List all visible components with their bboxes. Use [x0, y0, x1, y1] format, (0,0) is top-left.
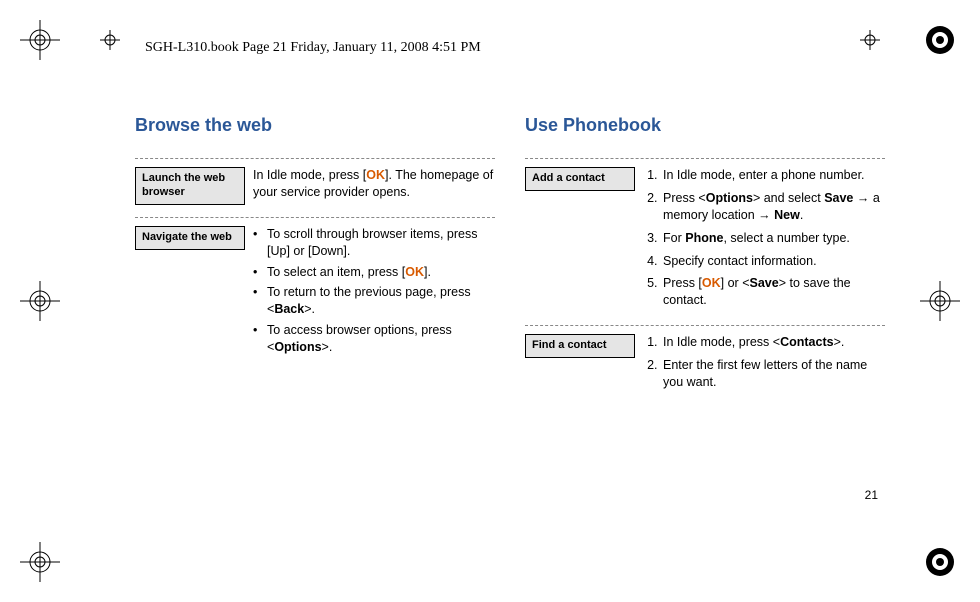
list-item: Press <Options> and select Save → a memo… — [661, 190, 885, 224]
content-add-contact: In Idle mode, enter a phone number. Pres… — [643, 167, 885, 315]
label-navigate-web: Navigate the web — [135, 226, 245, 250]
crop-mark-icon — [860, 30, 880, 55]
list-item: In Idle mode, enter a phone number. — [661, 167, 885, 184]
label-find-contact: Find a contact — [525, 334, 635, 358]
list-item: Specify contact information. — [661, 253, 885, 270]
list-item: To access browser options, press <Option… — [253, 322, 495, 356]
section-find-contact: Find a contact In Idle mode, press <Cont… — [525, 334, 885, 397]
registration-mark-icon — [920, 20, 960, 60]
registration-mark-icon — [20, 542, 60, 582]
list-item: Press [OK] or <Save> to save the contact… — [661, 275, 885, 309]
crop-mark-icon — [100, 30, 120, 55]
label-launch-browser: Launch the web browser — [135, 167, 245, 205]
numbered-list: In Idle mode, press <Contacts>. Enter th… — [643, 334, 885, 391]
list-item: Enter the first few letters of the name … — [661, 357, 885, 391]
list-item: For Phone, select a number type. — [661, 230, 885, 247]
page-number: 21 — [865, 488, 878, 502]
right-column: Use Phonebook Add a contact In Idle mode… — [525, 115, 885, 532]
document-header: SGH-L310.book Page 21 Friday, January 11… — [145, 40, 481, 56]
bullet-list: To scroll through browser items, press [… — [253, 226, 495, 356]
registration-mark-icon — [20, 281, 60, 321]
heading-browse-web: Browse the web — [135, 115, 495, 136]
registration-mark-icon — [920, 281, 960, 321]
section-launch-browser: Launch the web browser In Idle mode, pre… — [135, 167, 495, 207]
left-column: Browse the web Launch the web browser In… — [135, 115, 495, 532]
section-add-contact: Add a contact In Idle mode, enter a phon… — [525, 167, 885, 315]
divider — [525, 325, 885, 326]
page-content: Browse the web Launch the web browser In… — [135, 115, 885, 532]
divider — [135, 158, 495, 159]
text: In Idle mode, press [OK]. The homepage o… — [253, 167, 495, 201]
registration-mark-icon — [920, 542, 960, 582]
content-find-contact: In Idle mode, press <Contacts>. Enter th… — [643, 334, 885, 397]
content-navigate-web: To scroll through browser items, press [… — [253, 226, 495, 360]
list-item: In Idle mode, press <Contacts>. — [661, 334, 885, 351]
list-item: To select an item, press [OK]. — [253, 264, 495, 281]
label-add-contact: Add a contact — [525, 167, 635, 191]
content-launch-browser: In Idle mode, press [OK]. The homepage o… — [253, 167, 495, 207]
list-item: To scroll through browser items, press [… — [253, 226, 495, 260]
section-navigate-web: Navigate the web To scroll through brows… — [135, 226, 495, 360]
divider — [525, 158, 885, 159]
divider — [135, 217, 495, 218]
numbered-list: In Idle mode, enter a phone number. Pres… — [643, 167, 885, 309]
list-item: To return to the previous page, press <B… — [253, 284, 495, 318]
heading-use-phonebook: Use Phonebook — [525, 115, 885, 136]
registration-mark-icon — [20, 20, 60, 60]
